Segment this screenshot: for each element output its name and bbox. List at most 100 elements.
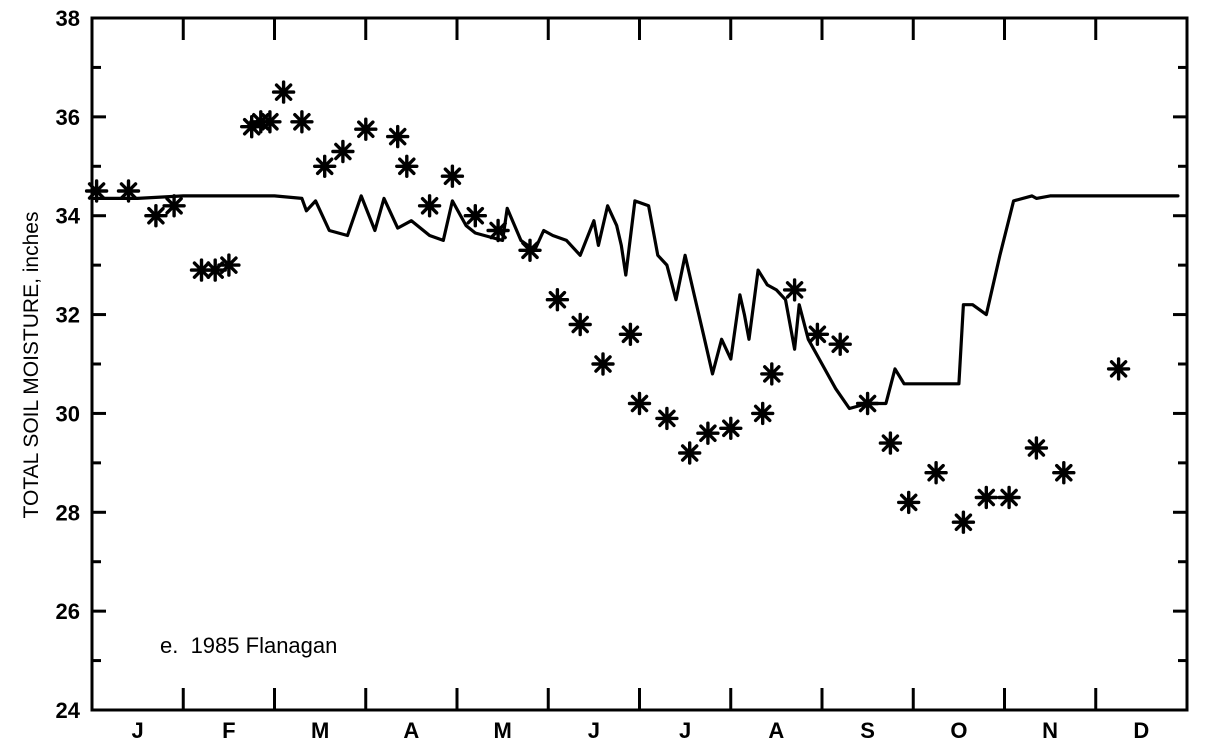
asterisk-stroke	[977, 488, 996, 507]
observed-point	[1024, 436, 1049, 460]
asterisk-stroke	[398, 157, 416, 176]
x-tick-label: A	[403, 718, 419, 743]
observed-point	[751, 401, 775, 426]
asterisk-stroke	[357, 120, 375, 138]
observed-point	[974, 485, 998, 510]
observed-point	[290, 110, 314, 134]
asterisk-stroke	[548, 290, 567, 309]
observed-point	[678, 441, 702, 465]
y-tick-label: 34	[56, 204, 81, 229]
plot-annotation: e. 1985 Flanagan	[160, 633, 337, 658]
observed-point	[924, 461, 948, 485]
x-tick-label: S	[860, 718, 875, 743]
observed-point	[591, 352, 615, 376]
observed-point	[162, 194, 186, 218]
x-tick-label: O	[950, 718, 967, 743]
x-tick-label: D	[1133, 718, 1149, 743]
observed-point	[951, 510, 976, 534]
asterisk-stroke	[785, 281, 804, 299]
asterisk-stroke	[881, 434, 900, 452]
asterisk-stroke	[315, 157, 334, 176]
y-tick-label: 28	[56, 500, 80, 525]
observed-point	[997, 485, 1021, 510]
x-tick-label: J	[679, 718, 691, 743]
asterisk-stroke	[147, 206, 165, 225]
asterisk-stroke	[293, 113, 311, 131]
observed-point	[331, 139, 355, 164]
observed-point	[486, 218, 510, 243]
y-tick-label: 38	[56, 6, 80, 31]
asterisk-stroke	[899, 493, 918, 512]
asterisk-stroke	[420, 197, 439, 215]
observed-point	[313, 154, 337, 179]
x-tick-label: M	[311, 718, 329, 743]
asterisk-stroke	[119, 182, 138, 200]
observed-point	[1106, 357, 1131, 381]
y-tick-label: 32	[56, 303, 80, 328]
x-tick-label: N	[1042, 718, 1058, 743]
simulated-moisture-line	[90, 194, 1180, 411]
observed-point	[271, 80, 296, 104]
asterisk-stroke	[443, 167, 462, 185]
observed-point	[719, 416, 743, 440]
asterisk-stroke	[954, 513, 973, 531]
asterisk-stroke	[261, 113, 279, 131]
asterisk-stroke	[1000, 488, 1018, 507]
observed-point	[386, 124, 410, 149]
observed-point	[618, 322, 643, 346]
y-tick-label: 26	[56, 599, 80, 624]
y-tick-label: 24	[56, 698, 81, 723]
asterisk-stroke	[521, 241, 539, 260]
x-tick-label: J	[132, 718, 144, 743]
x-tick-label: J	[588, 718, 600, 743]
asterisk-stroke	[630, 394, 649, 413]
series-layer	[84, 80, 1180, 534]
asterisk-stroke	[753, 404, 772, 423]
asterisk-stroke	[763, 365, 781, 383]
x-tick-label: M	[493, 718, 511, 743]
asterisk-stroke	[192, 261, 211, 279]
asterisk-stroke	[927, 463, 945, 482]
observed-point	[144, 203, 168, 228]
y-tick-label: 30	[56, 401, 80, 426]
asterisk-stroke	[621, 325, 640, 344]
asterisk-stroke	[274, 83, 293, 101]
observed-point	[203, 258, 227, 282]
asterisk-stroke	[388, 127, 407, 146]
asterisk-stroke	[594, 355, 612, 373]
asterisk-stroke	[1109, 360, 1128, 378]
observed-point	[545, 288, 570, 312]
observed-point	[518, 238, 542, 263]
observed-point	[568, 312, 592, 337]
observed-point	[1052, 461, 1076, 485]
x-tick-label: A	[768, 718, 784, 743]
asterisk-stroke	[165, 197, 183, 215]
asterisk-stroke	[489, 221, 507, 240]
labels-layer: 24 26 28 30 32 34 36 38 J F M A M J J A S O N D	[56, 6, 1150, 743]
asterisk-stroke	[722, 419, 740, 438]
observed-point	[463, 203, 487, 228]
asterisk-stroke	[334, 142, 352, 161]
asterisk-stroke	[1055, 463, 1073, 482]
observed-point	[217, 253, 241, 277]
observed-point	[878, 431, 903, 455]
observed-point	[805, 322, 830, 346]
observed-point	[116, 179, 141, 203]
observed-point	[655, 406, 679, 431]
observed-point	[828, 332, 852, 356]
asterisk-stroke	[658, 409, 676, 428]
asterisk-stroke	[466, 206, 485, 225]
observed-point	[440, 164, 465, 188]
observed-point	[354, 117, 378, 141]
observed-point	[395, 154, 419, 179]
asterisk-stroke	[1027, 439, 1046, 457]
asterisk-stroke	[571, 315, 589, 334]
observed-point	[84, 179, 109, 203]
observed-point	[855, 391, 880, 416]
y-axis-label: TOTAL SOIL MOISTURE, inches	[20, 212, 43, 519]
asterisk-stroke	[220, 256, 238, 274]
asterisk-stroke	[858, 394, 877, 413]
observed-point	[897, 490, 921, 515]
